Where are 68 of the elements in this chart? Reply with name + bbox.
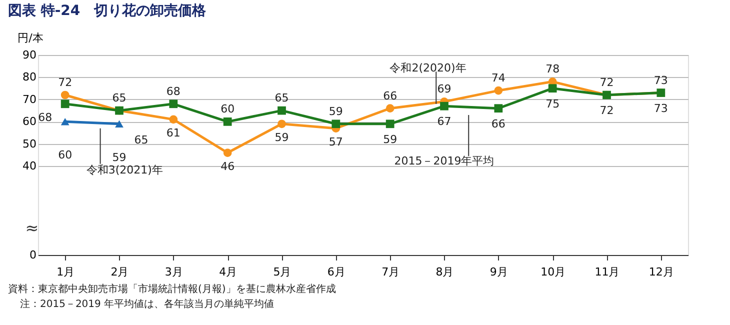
point [494,86,503,95]
chart-title: 図表 特-24 切り花の卸売価格 [8,3,208,19]
x-tick-label: 4月 [219,266,238,278]
data-label: 75 [546,97,560,110]
text: 令和3(2021)年 [86,164,163,177]
y-tick-label: 60 [22,115,36,128]
data-label: 60 [220,102,235,116]
text: 資料：東京都中央卸売市場「市場統計情報(月報)」を基に農林水産省作成 [8,283,336,295]
x-tick-label: 6月 [327,266,346,278]
y-tick-label: 40 [22,160,36,173]
data-label: 59 [383,132,398,146]
text: 2015－2019年平均 [394,154,494,168]
point [169,100,178,108]
text: 令和2(2020)年 [390,61,466,74]
data-label: 59 [112,150,126,164]
data-label: 74 [491,72,506,85]
data-label: 60 [58,148,72,162]
y-tick-label: 90 [22,48,36,62]
data-label: 73 [654,102,668,115]
point [548,84,557,93]
x-tick-label: 9月 [490,266,508,278]
x-tick-label: 7月 [382,266,400,278]
point [386,104,394,113]
point [223,148,232,157]
data-label: 78 [546,62,560,76]
data-label: 67 [437,115,452,128]
point [278,120,286,128]
y-tick-label: 0 [30,248,36,262]
point [223,117,232,126]
x-tick-label: 10月 [540,266,566,278]
x-tick-label: 11月 [594,266,620,278]
point [278,106,286,115]
data-label: 57 [328,135,343,148]
data-label: 65 [274,92,289,105]
point [386,120,394,128]
y-tick-label: 80 [22,70,36,84]
x-tick-label: 1月 [56,266,75,278]
data-label: 73 [654,74,668,87]
data-label: 72 [58,76,72,89]
data-label: 72 [600,104,614,117]
y-tick-label: 50 [22,137,36,150]
y-axis-title: 円/本 [18,32,44,44]
point [494,104,503,113]
x-tick-label: 2月 [110,266,129,278]
data-label: 68 [166,84,180,98]
data-label: 46 [220,160,235,173]
text: 注：2015－2019 年平均値は、各年該当月の単純平均値 [20,298,274,310]
data-label: 72 [600,76,614,89]
x-tick-label: 3月 [164,266,183,278]
point [60,90,70,100]
data-label: 68 [38,110,52,124]
data-label: 66 [491,117,506,130]
point [332,120,340,128]
data-label: 66 [383,89,398,102]
point [169,115,178,124]
x-tick-label: 8月 [436,266,454,278]
x-tick-label: 12月 [648,266,674,278]
annotation: ≈ [25,218,39,238]
x-tick-label: 5月 [273,266,292,278]
data-label: 59 [328,104,343,118]
y-tick-label: 70 [22,92,36,106]
data-label: 69 [437,82,452,96]
data-label: 65 [134,134,148,147]
data-label: 61 [166,126,180,140]
data-label: 59 [274,130,289,144]
point [60,100,70,108]
point [440,102,448,110]
data-label: 65 [112,92,126,105]
